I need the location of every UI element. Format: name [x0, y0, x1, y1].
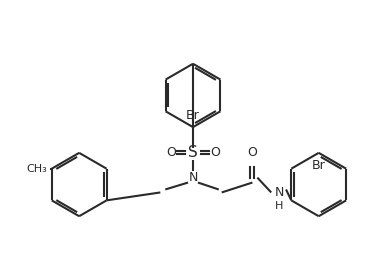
Text: N: N: [274, 186, 284, 199]
Text: H: H: [275, 201, 283, 211]
Text: N: N: [188, 171, 198, 184]
Text: CH₃: CH₃: [26, 164, 47, 174]
Text: O: O: [210, 146, 220, 159]
Text: Br: Br: [312, 159, 326, 172]
Text: O: O: [247, 146, 257, 159]
Text: S: S: [188, 145, 198, 160]
Text: Br: Br: [186, 109, 200, 122]
Text: O: O: [166, 146, 176, 159]
